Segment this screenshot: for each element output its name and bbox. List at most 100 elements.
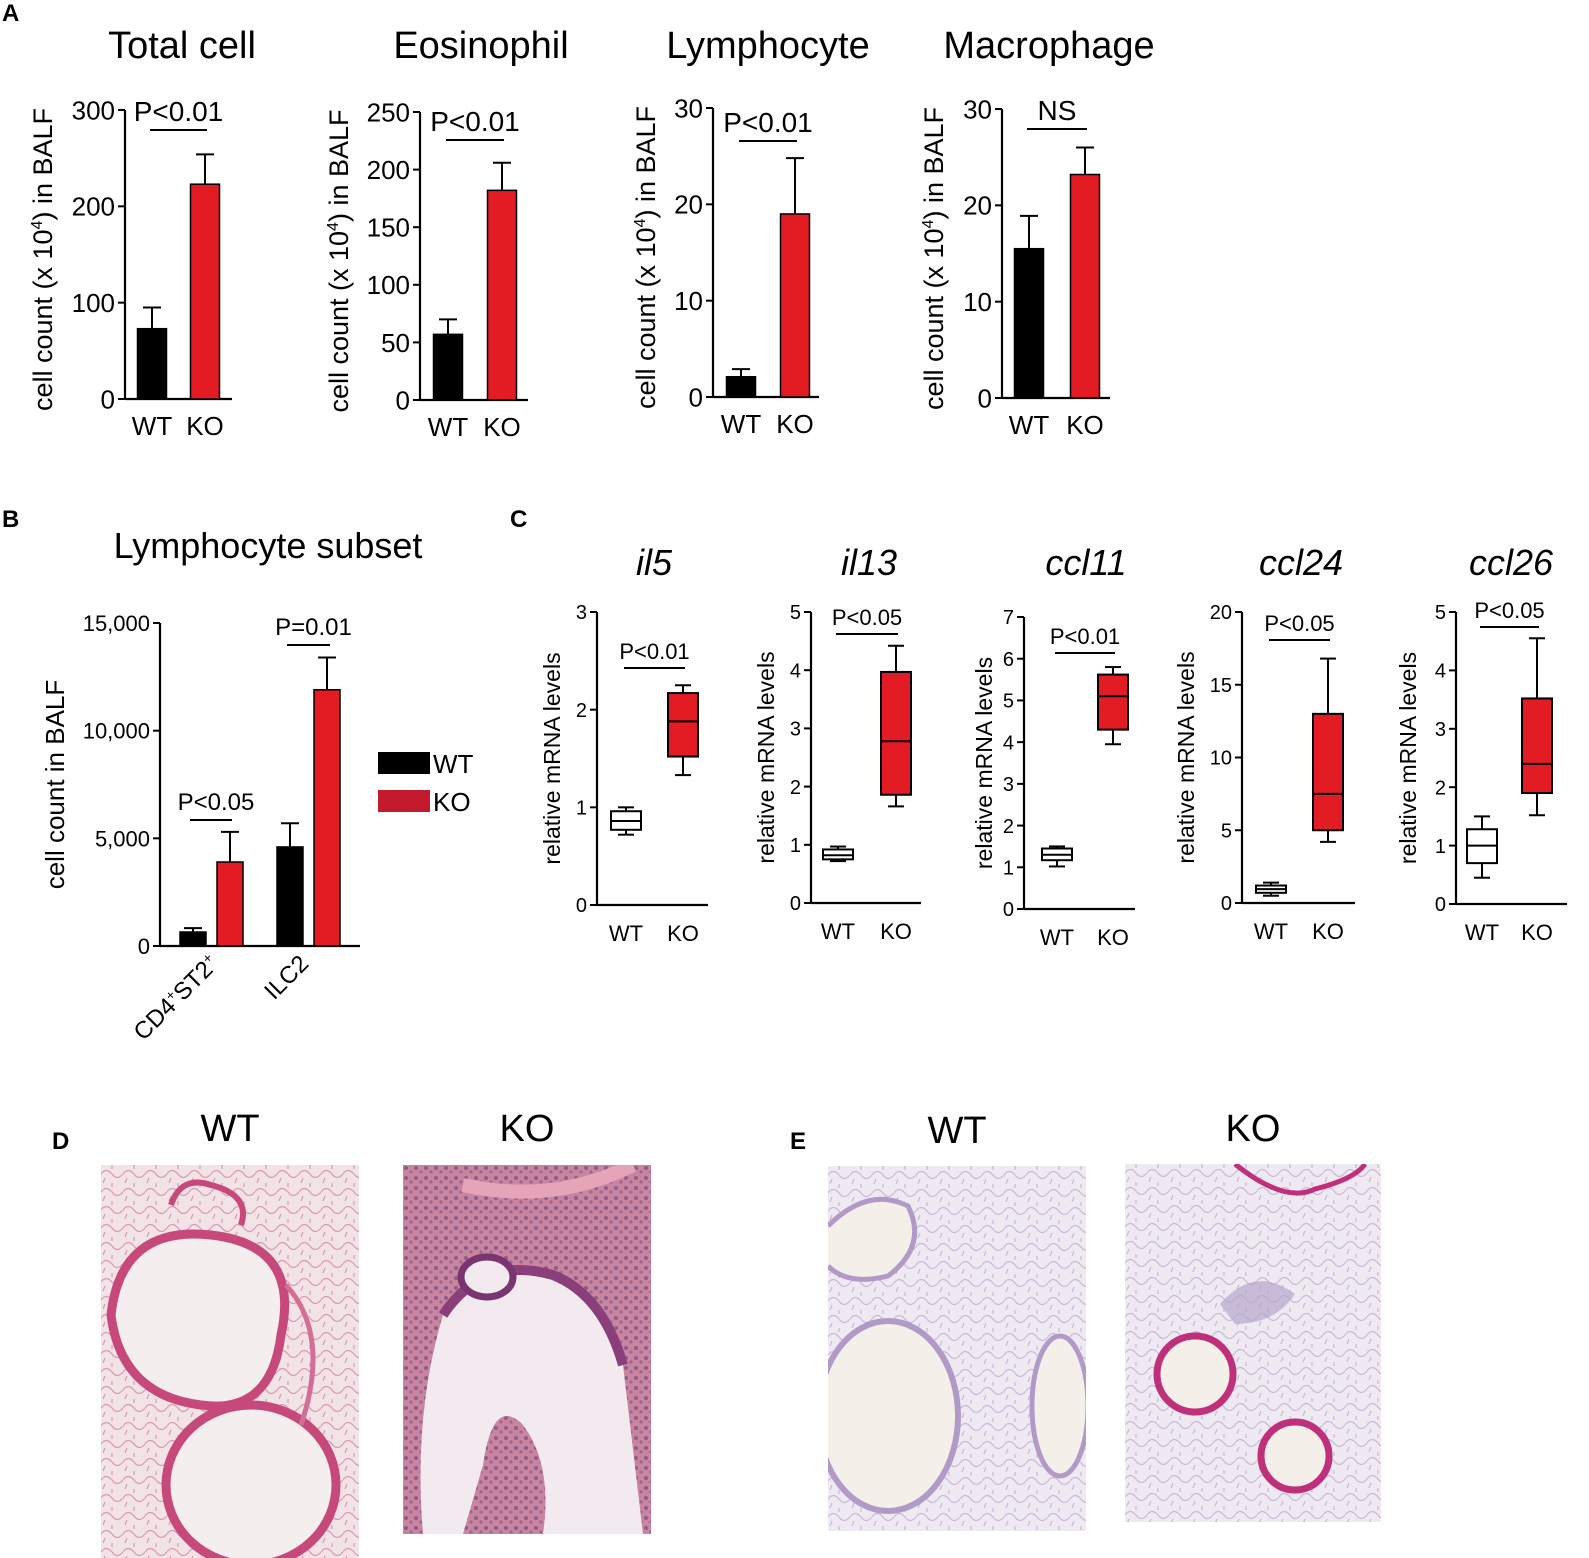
y-tick-label: 20 [1210, 602, 1232, 624]
bar-ko [1069, 173, 1101, 399]
y-tick-label: 30 [674, 93, 703, 123]
chart-title: Lymphocyte subset [114, 525, 423, 566]
bar-ko-ilc2 [313, 689, 341, 947]
histology-e-ko-image [1125, 1164, 1381, 1522]
y-tick-label: 0 [689, 382, 703, 412]
significance-label: P=0.01 [275, 614, 352, 641]
y-tick-label: 7 [1003, 607, 1014, 629]
bar-ko-cd4-st2 [216, 861, 244, 947]
y-tick-label: 0 [1435, 894, 1446, 916]
bar-wt [1013, 247, 1045, 399]
x-tick-label: KO [667, 921, 699, 946]
y-axis-label: cell count (x 104) in BALF [631, 106, 661, 409]
y-tick-label: 5,000 [95, 826, 150, 851]
x-tick-label: WT [609, 921, 643, 946]
chart-title: ccl26 [1469, 542, 1554, 583]
chart-title: ccl11 [1045, 542, 1126, 583]
y-tick-label: 100 [367, 270, 410, 300]
y-tick-label: 1 [576, 798, 587, 820]
chart-b: Lymphocyte subset cell count in BALF 0 5,00… [40, 525, 474, 1046]
y-tick-label: 1 [790, 835, 801, 857]
chart-c1: il5 relative mRNA levels 0 1 2 3 WT KO P<0.01 [539, 542, 708, 946]
bar-ko [189, 183, 221, 400]
y-tick-label: 3 [576, 602, 587, 624]
panel-letter-c: C [510, 506, 528, 533]
y-axis-label: relative mRNA levels [1395, 652, 1421, 864]
legend-swatch-wt [378, 752, 430, 774]
y-tick-label: 4 [1435, 661, 1446, 683]
histology-d-wt-label: WT [200, 1108, 260, 1150]
x-tick-label: WT [821, 919, 855, 944]
y-axis-label: cell count (x 104) in BALF [324, 109, 354, 412]
y-tick-label: 3 [1003, 774, 1014, 796]
box-ko [1312, 657, 1344, 843]
legend-label-wt: WT [433, 749, 474, 779]
significance-label: P<0.01 [134, 96, 224, 127]
box-wt [610, 806, 642, 836]
y-tick-label: 2 [790, 777, 801, 799]
bar-wt-ilc2 [276, 846, 304, 947]
y-tick-label: 0 [101, 384, 115, 414]
y-tick-label: 1 [1435, 836, 1446, 858]
bar-wt [725, 376, 757, 398]
y-tick-label: 15,000 [83, 611, 150, 636]
significance-label: P<0.05 [832, 605, 902, 630]
chart-title: il13 [841, 542, 897, 583]
box-wt [822, 845, 854, 863]
y-axis-label: relative mRNA levels [971, 657, 997, 869]
y-tick-label: 3 [1435, 719, 1446, 741]
box-wt [1041, 845, 1073, 868]
y-tick-label: 0 [978, 383, 992, 413]
x-tick-label: KO [1521, 920, 1553, 945]
x-tick-label: WT [428, 412, 469, 442]
x-tick-label: ILC2 [259, 950, 314, 1005]
chart-title: Macrophage [943, 25, 1154, 67]
chart-a1: Total cell cell count (x 104) in BALF 0 100… [28, 25, 256, 441]
y-tick-label: 10 [1210, 748, 1232, 770]
y-tick-label: 15 [1210, 675, 1232, 697]
y-tick-label: 300 [72, 95, 115, 125]
y-tick-label: 6 [1003, 649, 1014, 671]
y-tick-label: 5 [790, 602, 801, 624]
histology-e-wt-label: WT [927, 1110, 987, 1152]
y-tick-label: 100 [72, 288, 115, 318]
chart-title: Total cell [108, 25, 256, 67]
chart-title: ccl24 [1259, 542, 1343, 583]
y-tick-label: 0 [1221, 893, 1232, 915]
y-tick-label: 2 [576, 700, 587, 722]
x-tick-label: KO [483, 412, 521, 442]
y-axis-label: relative mRNA levels [753, 651, 779, 863]
y-axis-label: cell count in BALF [40, 680, 70, 890]
box-ko [1521, 637, 1553, 817]
y-tick-label: 4 [790, 660, 801, 682]
chart-c4: ccl24 relative mRNA levels 0 5 10 15 20 WT KO P<0… [1173, 542, 1355, 944]
y-axis-label: relative mRNA levels [1173, 651, 1199, 863]
y-tick-label: 0 [138, 934, 150, 959]
box-iqr [1097, 673, 1129, 731]
x-tick-label: WT [1009, 410, 1050, 440]
y-tick-label: 250 [367, 97, 410, 127]
y-tick-label: 10,000 [83, 719, 150, 744]
y-axis-label: cell count (x 104) in BALF [28, 108, 58, 411]
y-tick-label: 1 [1003, 857, 1014, 879]
significance-label: P<0.05 [178, 789, 255, 816]
bar-ko [486, 189, 518, 401]
x-tick-label: WT [1465, 920, 1499, 945]
x-tick-label: KO [1097, 925, 1129, 950]
chart-title: Eosinophil [393, 25, 568, 67]
bar-ko [779, 213, 811, 398]
panel-letter-a: A [2, 0, 20, 27]
y-tick-label: 10 [674, 286, 703, 316]
chart-c3: ccl11 relative mRNA levels 0 1 2 3 4 5 6 7 WT KO P<0… [971, 542, 1135, 950]
x-tick-label: WT [132, 411, 173, 441]
panel-letter-e: E [790, 1128, 807, 1155]
bar-wt [432, 333, 464, 401]
chart-c5: ccl26 relative mRNA levels 0 1 2 3 4 5 WT KO P<0.0… [1395, 542, 1567, 945]
significance-label: P<0.05 [1264, 611, 1334, 636]
y-tick-label: 5 [1435, 602, 1446, 624]
x-tick-label: KO [880, 919, 912, 944]
y-tick-label: 0 [790, 893, 801, 915]
y-tick-label: 0 [396, 385, 410, 415]
y-tick-label: 0 [1003, 899, 1014, 921]
